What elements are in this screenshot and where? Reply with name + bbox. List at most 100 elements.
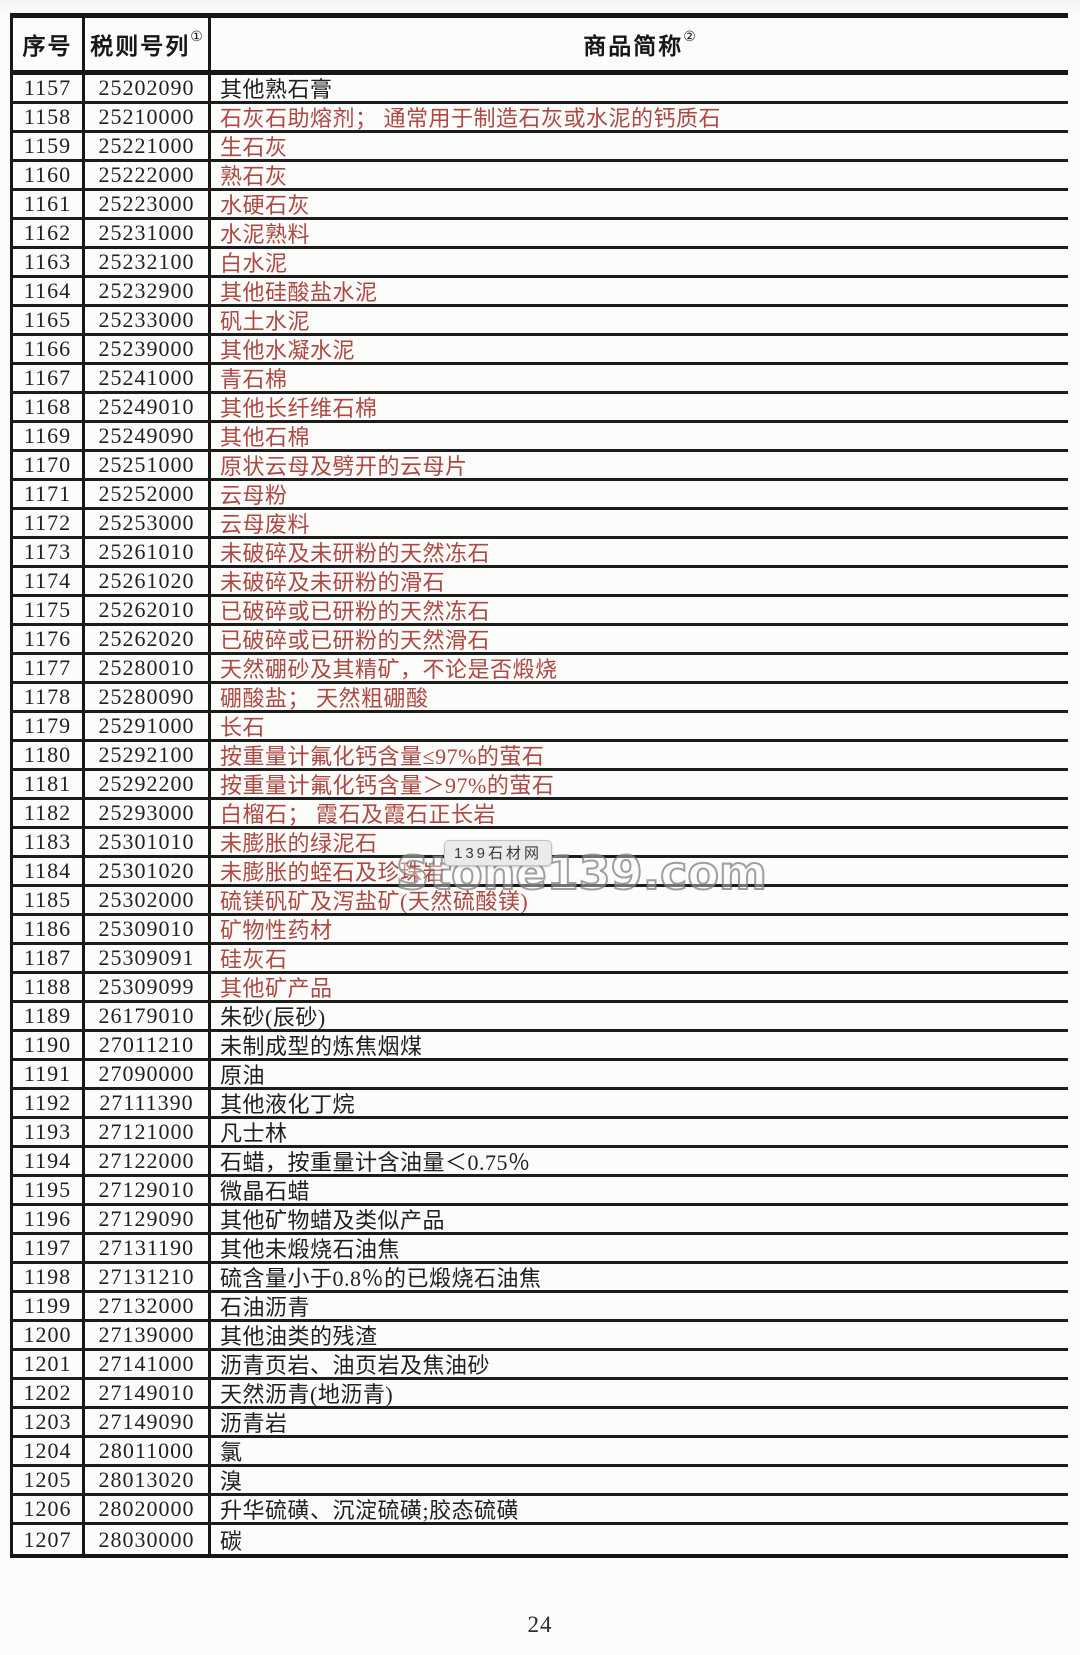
row-seq: 1190: [13, 1032, 85, 1058]
row-code: 27090000: [85, 1061, 211, 1087]
table-row: 1192 27111390 其他液化丁烷: [13, 1090, 1068, 1119]
row-code: 25262010: [85, 597, 211, 623]
row-name: 其他矿产品: [220, 976, 333, 1000]
row-code: 28030000: [85, 1525, 211, 1554]
row-seq: 1178: [13, 684, 85, 710]
row-code: 25222000: [85, 162, 211, 188]
table-row: 1167 25241000 青石棉: [13, 365, 1068, 394]
table-row: 1178 25280090 硼酸盐； 天然粗硼酸: [13, 684, 1068, 713]
row-code: 27111390: [85, 1090, 211, 1116]
table-row: 1166 25239000 其他水凝水泥: [13, 336, 1068, 365]
row-seq: 1198: [13, 1264, 85, 1290]
header-code-label: 税则号列: [90, 34, 191, 59]
row-name: 硅灰石: [220, 947, 288, 971]
row-name: 青石棉: [220, 367, 288, 391]
row-code: 27129090: [85, 1206, 211, 1232]
row-name: 已破碎或已研粉的天然滑石: [220, 628, 491, 652]
table-row: 1187 25309091 硅灰石: [13, 945, 1068, 974]
row-seq: 1200: [13, 1322, 85, 1348]
table-row: 1183 25301010 未膨胀的绿泥石: [13, 829, 1068, 858]
table-row: 1186 25309010 矿物性药材: [13, 916, 1068, 945]
row-name: 生石灰: [220, 135, 288, 159]
row-seq: 1173: [13, 539, 85, 565]
table-row: 1158 25210000 石灰石助熔剂； 通常用于制造石灰或水泥的钙质石: [13, 104, 1068, 133]
row-name: 长石: [220, 715, 266, 739]
row-name: 白榴石； 霞石及霞石正长岩: [220, 802, 497, 826]
row-seq: 1201: [13, 1351, 85, 1377]
row-seq: 1162: [13, 220, 85, 246]
row-seq: 1180: [13, 742, 85, 768]
row-code: 27139000: [85, 1322, 211, 1348]
row-code: 25280010: [85, 655, 211, 681]
row-code: 25302000: [85, 887, 211, 913]
row-code: 26179010: [85, 1003, 211, 1029]
row-name: 水硬石灰: [220, 193, 311, 217]
row-name: 硼酸盐； 天然粗硼酸: [220, 686, 429, 710]
row-code: 27121000: [85, 1119, 211, 1145]
row-code: 25262020: [85, 626, 211, 652]
table-row: 1206 28020000 升华硫磺、沉淀硫磺;胶态硫磺: [13, 1496, 1068, 1525]
row-seq: 1167: [13, 365, 85, 391]
row-code: 25292100: [85, 742, 211, 768]
row-code: 25261020: [85, 568, 211, 594]
row-seq: 1199: [13, 1293, 85, 1319]
row-seq: 1159: [13, 133, 85, 159]
row-code: 25233000: [85, 307, 211, 333]
row-seq: 1205: [13, 1467, 85, 1493]
row-seq: 1202: [13, 1380, 85, 1406]
row-seq: 1161: [13, 191, 85, 217]
row-seq: 1197: [13, 1235, 85, 1261]
row-seq: 1183: [13, 829, 85, 855]
row-code: 25221000: [85, 133, 211, 159]
table-row: 1193 27121000 凡士林: [13, 1119, 1068, 1148]
row-name: 凡士林: [220, 1121, 288, 1145]
table-row: 1203 27149090 沥青岩: [13, 1409, 1068, 1438]
table-row: 1168 25249010 其他长纤维石棉: [13, 394, 1068, 423]
row-seq: 1169: [13, 423, 85, 449]
row-name: 天然沥青(地沥青): [220, 1382, 394, 1406]
row-code: 27011210: [85, 1032, 211, 1058]
table-row: 1190 27011210 未制成型的炼焦烟煤: [13, 1032, 1068, 1061]
table-row: 1164 25232900 其他硅酸盐水泥: [13, 278, 1068, 307]
table-row: 1197 27131190 其他未煅烧石油焦: [13, 1235, 1068, 1264]
row-name: 其他未煅烧石油焦: [220, 1237, 401, 1261]
row-name: 其他矿物蜡及类似产品: [220, 1208, 446, 1232]
row-seq: 1194: [13, 1148, 85, 1174]
header-name-footnote: ②: [683, 29, 696, 45]
table-row: 1176 25262020 已破碎或已研粉的天然滑石: [13, 626, 1068, 655]
row-name: 云母粉: [220, 483, 288, 507]
row-seq: 1184: [13, 858, 85, 884]
row-code: 27132000: [85, 1293, 211, 1319]
table-row: 1181 25292200 按重量计氟化钙含量＞97%的萤石: [13, 771, 1068, 800]
table-row: 1202 27149010 天然沥青(地沥青): [13, 1380, 1068, 1409]
row-seq: 1189: [13, 1003, 85, 1029]
row-seq: 1163: [13, 249, 85, 275]
row-seq: 1179: [13, 713, 85, 739]
row-name: 沥青岩: [220, 1411, 288, 1435]
table-body: 1157 25202090 其他熟石膏 1158 25210000 石灰石助熔剂…: [13, 75, 1068, 1554]
row-name: 矿物性药材: [220, 918, 333, 942]
table-row: 1198 27131210 硫含量小于0.8％的已煅烧石油焦: [13, 1264, 1068, 1293]
row-name: 碳: [220, 1528, 243, 1554]
table-row: 1172 25253000 云母废料: [13, 510, 1068, 539]
row-code: 25309091: [85, 945, 211, 971]
row-code: 27129010: [85, 1177, 211, 1203]
row-name: 其他水凝水泥: [220, 338, 356, 362]
table-row: 1163 25232100 白水泥: [13, 249, 1068, 278]
row-name: 硫镁矾矿及泻盐矿(天然硫酸镁): [220, 889, 529, 913]
row-code: 25232100: [85, 249, 211, 275]
row-code: 27131210: [85, 1264, 211, 1290]
row-seq: 1172: [13, 510, 85, 536]
table-row: 1207 28030000 碳: [13, 1525, 1068, 1554]
row-code: 25249090: [85, 423, 211, 449]
row-seq: 1182: [13, 800, 85, 826]
table-row: 1191 27090000 原油: [13, 1061, 1068, 1090]
row-code: 28011000: [85, 1438, 211, 1464]
row-name: 微晶石蜡: [220, 1179, 311, 1203]
page-number: 24: [527, 1612, 553, 1637]
table-row: 1180 25292100 按重量计氟化钙含量≤97%的萤石: [13, 742, 1068, 771]
row-code: 25210000: [85, 104, 211, 130]
row-code: 25293000: [85, 800, 211, 826]
row-name: 朱砂(辰砂): [220, 1005, 326, 1029]
